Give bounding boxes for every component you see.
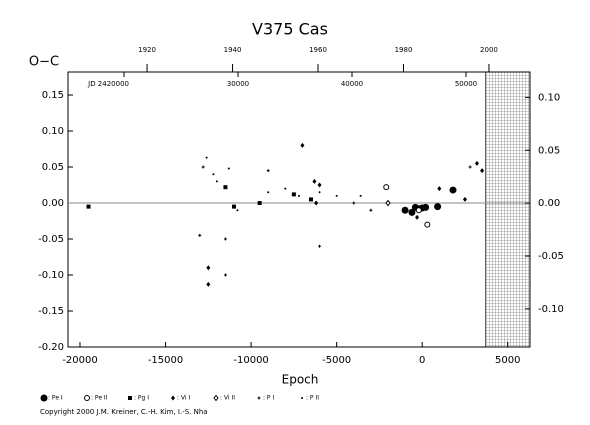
point: [312, 178, 317, 184]
point: [408, 208, 416, 216]
x-axis-label: Epoch: [282, 373, 319, 387]
jd-tick-label: JD 2420000: [87, 80, 129, 88]
copyright: Copyright 2000 J.M. Kreiner, C.-H. Kim, …: [40, 408, 208, 416]
point: [385, 199, 391, 207]
point: [300, 142, 305, 148]
point: [212, 173, 215, 176]
point: [206, 265, 211, 271]
y-tick-label: 0.10: [42, 126, 64, 137]
point: [266, 169, 270, 173]
legend-label: : Pe I: [48, 395, 63, 402]
jd-tick-label: 30000: [227, 80, 249, 88]
year-tick-label: 1960: [309, 46, 327, 54]
y-axis-label: O−C: [29, 55, 59, 70]
y-tick-label: -0.10: [38, 270, 64, 281]
point: [86, 204, 91, 209]
point: [335, 194, 338, 197]
point: [205, 156, 208, 159]
year-tick-label: 1920: [138, 46, 156, 54]
jd-tick-label: 50000: [455, 80, 477, 88]
y-tick-label: 0.05: [42, 162, 64, 173]
point: [198, 233, 202, 237]
point: [231, 204, 236, 209]
legend-marker: [84, 395, 90, 401]
legend-label: : Vi I: [177, 395, 190, 402]
point: [298, 194, 300, 197]
legend-label: : P II: [306, 395, 319, 402]
x-tick-label: -15000: [148, 355, 183, 366]
point: [308, 197, 313, 202]
point: [267, 191, 270, 194]
point: [257, 201, 262, 206]
point: [352, 201, 356, 205]
chart-title: V375 Cas: [252, 20, 328, 39]
point: [369, 208, 373, 212]
y2-tick-label: 0.10: [538, 92, 560, 103]
legend-marker: [213, 394, 219, 402]
point: [462, 196, 467, 202]
point: [227, 167, 230, 170]
hatched-region: [485, 71, 531, 348]
point: [284, 187, 287, 190]
point: [314, 200, 319, 206]
x-tick-label: -20000: [62, 355, 97, 366]
x-tick-label: -10000: [233, 355, 268, 366]
x-tick-label: 0: [419, 355, 425, 366]
y2-tick-label: 0.05: [538, 145, 560, 156]
point: [415, 214, 420, 220]
jd-tick-label: 40000: [341, 80, 363, 88]
point: [474, 160, 479, 166]
point: [468, 165, 472, 169]
point: [424, 221, 431, 228]
year-tick-label: 1940: [224, 46, 242, 54]
x-tick-label: 5000: [495, 355, 520, 366]
point: [422, 203, 430, 211]
point: [434, 203, 442, 211]
point: [318, 191, 321, 194]
y-tick-label: 0.00: [42, 198, 64, 209]
legend-marker: [257, 396, 261, 400]
point: [401, 206, 409, 214]
point: [223, 273, 227, 277]
legend-marker: [128, 396, 132, 400]
y2-tick-label: 0.00: [538, 198, 560, 209]
year-tick-label: 2000: [480, 46, 498, 54]
y-tick-label: 0.15: [42, 90, 64, 101]
legend-label: : P I: [263, 395, 274, 402]
point: [383, 184, 390, 191]
y-tick-label: -0.20: [38, 342, 64, 353]
point: [317, 182, 322, 188]
year-tick-label: 1980: [395, 46, 413, 54]
point: [215, 180, 218, 183]
point: [291, 192, 296, 197]
point: [223, 185, 228, 190]
legend-marker: [301, 397, 303, 399]
point: [318, 244, 322, 248]
point: [201, 165, 205, 169]
point: [206, 281, 211, 287]
legend-label: : Pg I: [134, 395, 149, 402]
point: [449, 186, 457, 194]
plot-frame: [67, 71, 531, 348]
y-tick-label: -0.05: [38, 234, 64, 245]
point: [236, 209, 239, 212]
legend-marker: [171, 395, 175, 401]
point: [415, 207, 422, 214]
point: [437, 186, 442, 192]
legend-marker: [40, 394, 48, 402]
y2-tick-label: -0.05: [538, 251, 564, 262]
y2-tick-label: -0.10: [538, 304, 564, 315]
point: [359, 194, 362, 197]
point: [480, 168, 485, 174]
y-tick-label: -0.15: [38, 306, 64, 317]
x-tick-label: -5000: [322, 355, 351, 366]
point: [223, 237, 227, 241]
legend-label: : Pe II: [91, 395, 108, 402]
legend-label: : Vi II: [220, 395, 235, 402]
